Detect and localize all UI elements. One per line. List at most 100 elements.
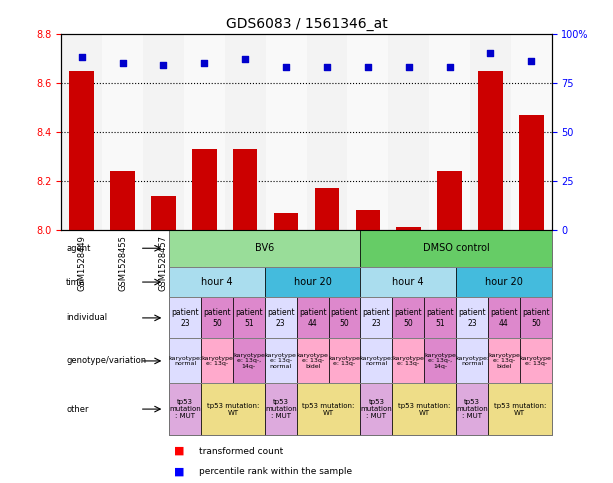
Bar (192, 149, 216, 230)
Text: karyotype
e: 13q-: karyotype e: 13q- (201, 355, 233, 366)
FancyBboxPatch shape (329, 298, 360, 339)
Point (485, 50, 495, 57)
Text: patient
51: patient 51 (235, 308, 263, 327)
Text: patient
50: patient 50 (394, 308, 422, 327)
Bar (143, 34, 184, 230)
Point (77, 54, 86, 61)
FancyBboxPatch shape (169, 384, 201, 435)
FancyBboxPatch shape (488, 298, 520, 339)
Point (527, 57, 536, 65)
FancyBboxPatch shape (456, 339, 488, 384)
Title: GDS6083 / 1561346_at: GDS6083 / 1561346_at (226, 17, 387, 31)
Text: patient
51: patient 51 (426, 308, 454, 327)
Bar (511, 34, 552, 230)
Text: patient
50: patient 50 (203, 308, 231, 327)
FancyBboxPatch shape (360, 230, 552, 267)
Text: DMSO control: DMSO control (423, 243, 489, 253)
Bar (69, 71, 94, 230)
Text: hour 20: hour 20 (294, 277, 332, 287)
FancyBboxPatch shape (233, 298, 265, 339)
Text: tp53
mutation
: MUT: tp53 mutation : MUT (360, 399, 392, 419)
FancyBboxPatch shape (360, 339, 392, 384)
Bar (356, 210, 380, 230)
Text: patient
44: patient 44 (490, 308, 518, 327)
Text: patient
50: patient 50 (330, 308, 359, 327)
FancyBboxPatch shape (360, 298, 392, 339)
FancyBboxPatch shape (424, 298, 456, 339)
FancyBboxPatch shape (201, 339, 233, 384)
Point (363, 63, 373, 71)
Bar (478, 71, 503, 230)
Text: hour 20: hour 20 (485, 277, 523, 287)
FancyBboxPatch shape (392, 339, 424, 384)
Bar (265, 34, 306, 230)
FancyBboxPatch shape (297, 298, 329, 339)
Text: patient
23: patient 23 (267, 308, 295, 327)
Text: patient
23: patient 23 (171, 308, 199, 327)
FancyBboxPatch shape (392, 384, 456, 435)
Bar (61, 34, 102, 230)
Bar (519, 114, 544, 230)
Point (444, 63, 454, 71)
Bar (397, 227, 421, 230)
Bar (225, 34, 265, 230)
FancyBboxPatch shape (329, 339, 360, 384)
Point (404, 63, 414, 71)
FancyBboxPatch shape (233, 339, 265, 384)
FancyBboxPatch shape (392, 298, 424, 339)
Text: karyotype:
normal: karyotype: normal (168, 355, 202, 366)
Text: tp53 mutation:
WT: tp53 mutation: WT (493, 403, 546, 415)
Text: karyotype
e: 13q-: karyotype e: 13q- (329, 355, 360, 366)
Bar (184, 34, 225, 230)
Point (159, 61, 169, 69)
Text: patient
23: patient 23 (362, 308, 390, 327)
Text: percentile rank within the sample: percentile rank within the sample (199, 467, 352, 476)
FancyBboxPatch shape (265, 267, 360, 298)
FancyBboxPatch shape (169, 230, 360, 267)
Text: tp53
mutation
: MUT: tp53 mutation : MUT (169, 399, 201, 419)
FancyBboxPatch shape (456, 384, 488, 435)
Bar (102, 34, 143, 230)
FancyBboxPatch shape (265, 298, 297, 339)
FancyBboxPatch shape (297, 384, 360, 435)
Text: transformed count: transformed count (199, 447, 283, 455)
Text: hour 4: hour 4 (392, 277, 424, 287)
FancyBboxPatch shape (169, 339, 201, 384)
Text: hour 4: hour 4 (201, 277, 233, 287)
Text: time: time (66, 278, 85, 286)
Text: tp53
mutation
: MUT: tp53 mutation : MUT (456, 399, 488, 419)
Text: genotype/variation: genotype/variation (66, 356, 147, 366)
Bar (470, 34, 511, 230)
Text: karyotype
e: 13q-
bidel: karyotype e: 13q- bidel (297, 353, 329, 369)
FancyBboxPatch shape (169, 267, 265, 298)
Text: karyotype:
normal: karyotype: normal (359, 355, 394, 366)
Text: BV6: BV6 (255, 243, 275, 253)
Text: karyotype
e: 13q-: karyotype e: 13q- (520, 355, 552, 366)
Text: tp53 mutation:
WT: tp53 mutation: WT (302, 403, 355, 415)
FancyBboxPatch shape (360, 384, 392, 435)
Bar (151, 196, 176, 230)
Bar (348, 34, 388, 230)
FancyBboxPatch shape (297, 339, 329, 384)
Text: karyotype
e: 13q-
normal: karyotype e: 13q- normal (265, 353, 297, 369)
FancyBboxPatch shape (169, 298, 201, 339)
Bar (437, 171, 462, 230)
Text: tp53 mutation:
WT: tp53 mutation: WT (207, 403, 259, 415)
Text: patient
50: patient 50 (522, 308, 550, 327)
FancyBboxPatch shape (520, 298, 552, 339)
Text: karyotype
e: 13q-,
14q-: karyotype e: 13q-, 14q- (233, 353, 265, 369)
Text: patient
23: patient 23 (458, 308, 486, 327)
FancyBboxPatch shape (456, 298, 488, 339)
Bar (314, 188, 339, 230)
Point (281, 63, 291, 71)
Bar (110, 171, 135, 230)
Text: karyotype
e: 13q-: karyotype e: 13q- (392, 355, 424, 366)
Text: tp53 mutation:
WT: tp53 mutation: WT (398, 403, 451, 415)
Bar (306, 34, 348, 230)
Text: individual: individual (66, 313, 107, 323)
Point (240, 56, 250, 63)
Text: karyotype
e: 13q-,
14q-: karyotype e: 13q-, 14q- (424, 353, 456, 369)
Bar (274, 213, 299, 230)
Bar (233, 149, 257, 230)
Point (118, 59, 128, 67)
